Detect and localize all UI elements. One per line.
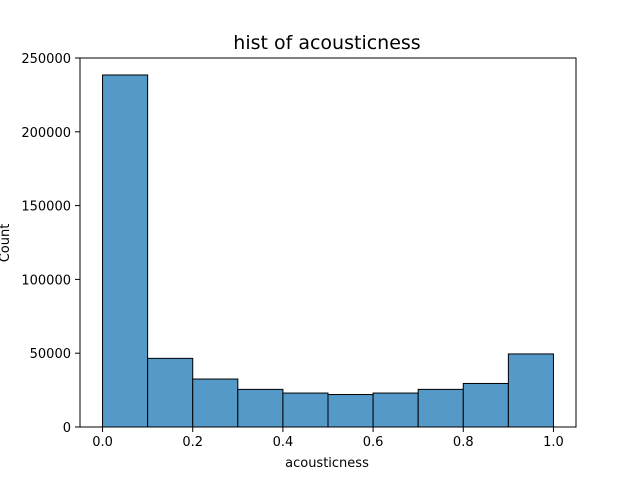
histogram-bar [462,382,509,428]
x-tick-label: 0.0 [92,435,113,450]
y-tick-label: 100000 [21,273,71,288]
x-axis-ticks: 0.0 0.2 0.4 0.6 0.8 1.0 [92,427,564,450]
histogram-bar [417,388,464,428]
x-tick-label: 0.2 [182,435,203,450]
plot-frame [79,57,577,428]
histogram-bar [147,357,194,428]
histogram-bar [237,388,284,428]
y-tick-label: 150000 [21,200,71,215]
histogram-bar [507,353,554,428]
histogram-bar [192,378,239,428]
y-axis-label: Count [0,224,13,263]
histogram-bar [372,392,419,428]
y-axis-ticks: 0 50000 100000 150000 200000 250000 [21,52,80,436]
histogram-bar [327,394,374,428]
y-tick-label: 0 [63,421,71,436]
x-tick-label: 0.8 [453,435,474,450]
y-tick-label: 200000 [21,126,71,141]
y-tick-label: 50000 [30,347,71,362]
bars-group [102,74,554,428]
histogram-bar [282,392,329,428]
x-tick-label: 1.0 [543,435,564,450]
chart-title: hist of acousticness [233,32,420,54]
x-tick-label: 0.6 [363,435,384,450]
y-tick-label: 250000 [21,52,71,67]
histogram-bar [102,74,149,428]
x-tick-label: 0.4 [273,435,294,450]
x-axis-label: acousticness [285,456,369,471]
